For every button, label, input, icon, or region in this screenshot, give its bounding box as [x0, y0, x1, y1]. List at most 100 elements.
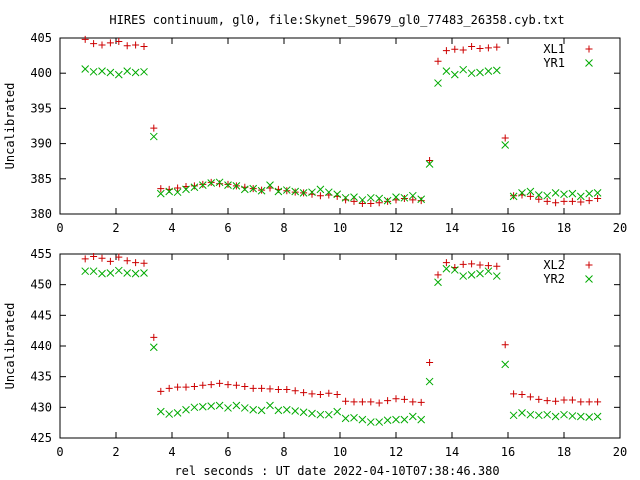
data-point-yr1	[190, 183, 199, 192]
data-point-yr2	[476, 269, 484, 278]
data-point-yr2	[165, 410, 174, 418]
data-point-yr2	[249, 405, 258, 414]
bottom-panel: Uncalibrated 0 2 4 6 8 10 12 14 16 18 20 425 430 435 4…	[3, 247, 627, 459]
data-point-xl1	[150, 124, 158, 132]
data-point-xl2	[518, 390, 526, 398]
data-point-xl2	[81, 255, 89, 263]
top-plot-frame	[59, 37, 621, 215]
bottom-x-tick-label: 14	[445, 445, 459, 459]
data-point-yr1	[425, 160, 434, 168]
data-point-xl2	[459, 260, 467, 268]
data-point-yr1	[198, 181, 207, 189]
data-point-yr2	[383, 416, 392, 425]
data-point-yr1	[417, 195, 426, 204]
data-point-xl2	[249, 384, 257, 392]
data-point-xl1	[501, 134, 509, 142]
top-marks	[81, 35, 602, 207]
data-point-xl1	[216, 180, 224, 188]
data-point-xl1	[552, 199, 560, 207]
data-point-xl2	[266, 385, 274, 393]
data-point-yr1	[282, 186, 291, 194]
data-point-yr1	[518, 189, 526, 197]
data-point-yr2	[89, 267, 98, 276]
top-y-axis-label: Uncalibrated	[3, 83, 17, 170]
data-point-xl2	[291, 387, 299, 395]
legend-marker-yr1	[585, 59, 593, 67]
top-x-tick-label: 20	[613, 221, 627, 235]
data-point-yr1	[140, 67, 148, 76]
data-point-xl1	[568, 197, 576, 205]
data-point-yr2	[585, 413, 594, 422]
data-point-xl2	[417, 398, 425, 406]
data-point-xl1	[174, 184, 182, 192]
data-point-xl1	[417, 197, 425, 205]
data-point-xl2	[342, 397, 350, 405]
data-point-xl1	[409, 196, 417, 204]
data-point-yr2	[324, 410, 333, 419]
data-point-xl1	[350, 197, 358, 205]
data-point-yr2	[257, 406, 266, 415]
data-point-xl2	[400, 395, 408, 403]
legend-marker-yr2	[585, 275, 593, 283]
data-point-xl2	[350, 398, 358, 406]
bottom-x-tick-label: 8	[280, 445, 287, 459]
top-x-tick-label: 2	[112, 221, 119, 235]
data-point-xl2	[90, 252, 98, 260]
data-point-xl2	[585, 398, 593, 406]
top-ticks: 0 2 4 6 8 10 12 14 16 18 20 380 385 390 395 400 405	[30, 31, 627, 235]
bottom-y-tick-label: 440	[30, 339, 52, 353]
data-point-yr1	[476, 68, 484, 77]
data-point-xl2	[140, 259, 148, 267]
legend-marker-xl1	[585, 45, 593, 53]
data-point-xl2	[199, 381, 207, 389]
data-point-xl1	[459, 46, 467, 54]
data-point-xl1	[106, 39, 114, 47]
data-point-xl2	[543, 397, 551, 405]
data-point-xl1	[476, 45, 484, 53]
data-point-yr1	[114, 70, 123, 79]
data-point-yr1	[551, 189, 560, 197]
data-point-yr2	[156, 407, 165, 416]
data-point-xl2	[484, 262, 492, 270]
data-point-xl2	[132, 259, 140, 267]
top-y-tick-label: 400	[30, 66, 52, 80]
data-point-yr2	[282, 405, 291, 414]
data-point-xl1	[157, 185, 165, 193]
data-point-xl1	[594, 195, 602, 203]
data-point-yr1	[98, 67, 106, 75]
data-point-xl2	[577, 398, 585, 406]
data-point-xl1	[140, 42, 148, 50]
data-point-yr2	[173, 408, 182, 417]
data-point-xl2	[325, 389, 333, 397]
data-point-yr2	[98, 269, 106, 278]
data-point-xl2	[241, 382, 249, 390]
data-point-yr1	[408, 191, 417, 200]
data-point-xl1	[190, 182, 198, 190]
data-point-yr1	[375, 194, 384, 203]
data-point-yr1	[400, 193, 409, 202]
data-point-yr2	[442, 264, 451, 273]
data-point-xl2	[207, 381, 215, 389]
data-point-yr2	[576, 412, 585, 421]
top-panel: Uncalibrated 0 2 4 6 8 10 12 14 16 18 20 380 385 390 3…	[3, 31, 627, 235]
data-point-xl2	[258, 384, 266, 392]
data-point-xl1	[367, 199, 375, 207]
bottom-y-tick-label: 445	[30, 308, 52, 322]
data-point-yr1	[585, 189, 594, 198]
data-point-yr1	[442, 67, 451, 75]
data-point-yr1	[232, 181, 241, 190]
data-point-yr2	[308, 409, 316, 418]
top-y-tick-label: 390	[30, 137, 52, 151]
data-point-yr2	[266, 401, 274, 410]
data-point-xl1	[451, 45, 459, 53]
data-point-yr2	[467, 270, 476, 279]
data-point-xl2	[552, 397, 560, 405]
data-point-yr1	[207, 179, 216, 187]
data-point-xl1	[115, 38, 123, 46]
top-x-tick-label: 0	[56, 221, 63, 235]
data-point-yr2	[350, 413, 358, 422]
data-point-xl2	[375, 399, 383, 407]
data-point-yr2	[492, 272, 501, 280]
data-point-yr2	[240, 404, 249, 412]
top-x-tick-label: 10	[333, 221, 347, 235]
